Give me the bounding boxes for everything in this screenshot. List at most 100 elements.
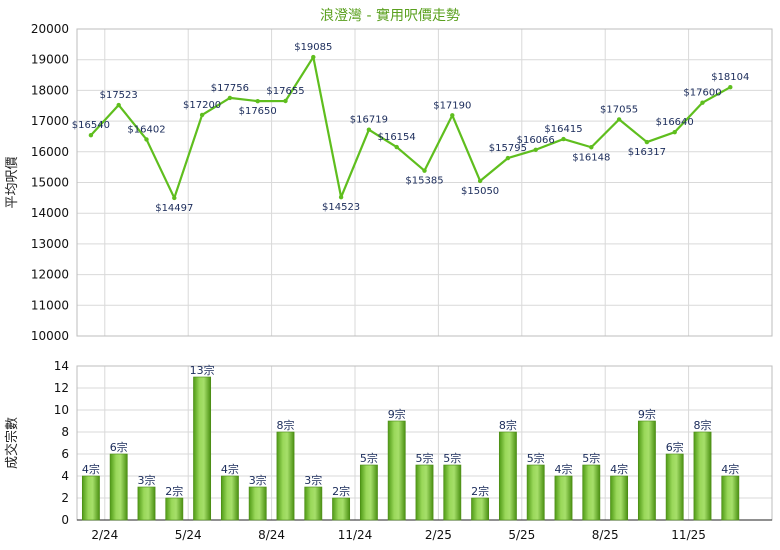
- deal-count-label: 13宗: [190, 363, 215, 377]
- price-data-label: $17600: [683, 88, 721, 99]
- bar-y-tick-label: 8: [61, 425, 69, 439]
- deal-count-label: 5宗: [416, 451, 434, 465]
- price-point: [561, 136, 566, 142]
- deal-count-bar: [471, 497, 490, 521]
- price-point: [88, 133, 94, 138]
- price-point: [283, 98, 288, 104]
- bar-y-tick-label: 4: [61, 469, 69, 483]
- price-point: [477, 178, 483, 184]
- price-point: [172, 195, 177, 201]
- line-y-tick-label: 19000: [31, 53, 69, 67]
- chart-title: 浪澄灣 - 實用呎價走勢: [320, 7, 460, 24]
- deal-count-label: 4宗: [610, 462, 628, 476]
- deal-count-label: 9宗: [638, 407, 656, 421]
- price-data-label: $16317: [628, 147, 666, 158]
- deal-count-label: 8宗: [277, 418, 295, 432]
- bar-y-tick-label: 14: [54, 359, 69, 373]
- bar-y-tick-label: 0: [61, 513, 69, 527]
- line-y-tick-label: 11000: [31, 298, 69, 312]
- x-tick-label: 8/24: [258, 528, 285, 542]
- line-series: $16540 $17523 $16402 $14497 $17200 $17756 $176…: [72, 42, 750, 214]
- deal-count-bar: [693, 431, 712, 521]
- price-data-label: $16540: [72, 120, 110, 131]
- deal-count-label: 5宗: [360, 451, 378, 465]
- deal-count-bar: [665, 453, 684, 521]
- bar-y-tick-label: 12: [54, 381, 69, 395]
- deal-count-bar: [498, 431, 517, 521]
- deal-count-label: 3宗: [138, 473, 156, 487]
- price-point: [255, 98, 260, 104]
- deal-count-label: 6宗: [666, 440, 684, 454]
- deal-count-bar: [332, 497, 351, 521]
- deal-count-bar: [415, 464, 434, 521]
- price-point: [533, 147, 538, 152]
- deal-count-bar: [81, 475, 100, 521]
- price-point: [450, 113, 455, 118]
- price-point: [672, 129, 677, 135]
- x-tick-label: 5/24: [175, 528, 202, 542]
- price-point: [338, 194, 344, 200]
- deal-count-bar: [137, 486, 156, 521]
- deal-count-bar: [109, 453, 128, 521]
- price-point: [144, 137, 149, 142]
- x-tick-label: 11/25: [671, 528, 706, 542]
- deal-count-bar: [443, 464, 462, 521]
- price-point: [311, 54, 316, 60]
- price-point: [728, 85, 733, 90]
- price-point: [589, 145, 594, 150]
- deal-count-label: 4宗: [555, 462, 573, 476]
- deal-count-bar: [276, 431, 295, 521]
- line-y-tick-label: 20000: [31, 22, 69, 36]
- deal-count-label: 6宗: [110, 440, 128, 454]
- line-y-tick-label: 15000: [31, 176, 69, 190]
- price-point: [366, 127, 372, 132]
- line-plot-frame: [76, 28, 773, 337]
- deal-count-label: 8宗: [499, 418, 517, 432]
- deal-count-bar: [610, 475, 629, 521]
- price-data-label: $15050: [461, 186, 499, 197]
- price-data-label: $16415: [544, 124, 582, 135]
- price-data-label: $17055: [600, 104, 638, 115]
- price-point: [616, 117, 622, 122]
- line-y-tick-label: 13000: [31, 237, 69, 251]
- deal-count-bar: [359, 464, 378, 521]
- line-y-tick-label: 16000: [31, 145, 69, 159]
- line-y-tick-label: 10000: [31, 329, 69, 343]
- deal-count-bar: [248, 486, 267, 521]
- deal-count-bar: [526, 464, 545, 521]
- line-y-tick-label: 12000: [31, 268, 69, 282]
- x-tick-label: 11/24: [338, 528, 373, 542]
- price-line: [90, 55, 731, 200]
- price-point: [700, 100, 705, 105]
- bar-series: 4宗 6宗 3宗 2宗 13宗 4宗 3宗 8宗 3宗 2宗 5宗 9宗 5宗 5宗 2宗 8宗 5宗 4宗 5宗 4…: [81, 363, 740, 521]
- price-data-label: $19085: [294, 42, 332, 53]
- price-point: [505, 155, 511, 161]
- price-data-label: $16719: [350, 115, 388, 126]
- deal-count-label: 3宗: [249, 473, 267, 487]
- x-tick-label: 2/24: [91, 528, 118, 542]
- price-data-label: $16640: [656, 117, 694, 128]
- deal-count-bar: [721, 475, 740, 521]
- price-data-label: $15385: [405, 176, 443, 187]
- line-y-axis-label: 平均呎價: [5, 156, 20, 208]
- price-data-label: $15795: [489, 143, 527, 154]
- bar-y-tick-label: 6: [61, 447, 69, 461]
- deal-count-bar: [304, 486, 323, 521]
- price-data-label: $16402: [127, 124, 165, 135]
- price-data-label: $14497: [155, 203, 193, 214]
- deal-count-label: 8宗: [694, 418, 712, 432]
- bar-y-axis-label: 成交宗數: [4, 417, 20, 469]
- price-data-label: $17756: [211, 83, 249, 94]
- price-data-label: $17650: [239, 106, 277, 117]
- price-point: [394, 144, 399, 150]
- price-point: [422, 168, 427, 173]
- bar-x-ticks: 2/24 5/24 8/24 11/24 2/25 5/25 8/25 11/25: [91, 528, 706, 542]
- deal-count-bar: [387, 420, 406, 521]
- line-grid: [76, 28, 773, 337]
- deal-count-bar: [193, 376, 212, 521]
- line-y-tick-label: 14000: [31, 206, 69, 220]
- deal-count-label: 4宗: [721, 462, 739, 476]
- price-data-label: $18104: [711, 72, 749, 83]
